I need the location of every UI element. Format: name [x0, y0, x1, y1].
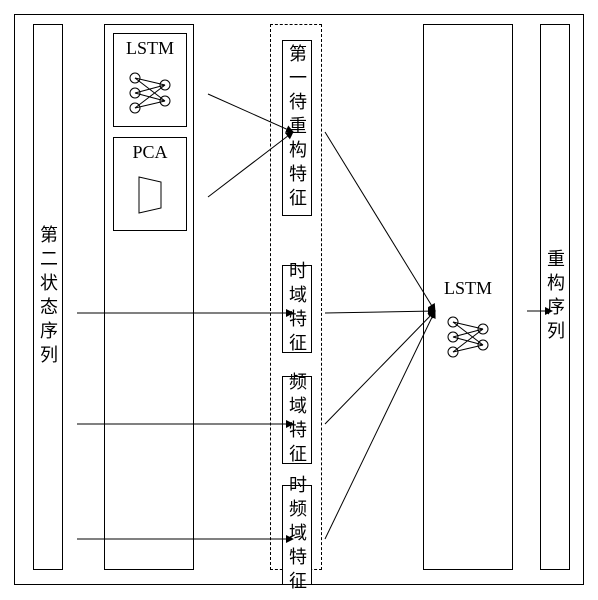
features-col: 第一待重构特征 时域特征 频域特征 时频域特征 [270, 24, 322, 570]
diagram-frame: 第二状态序列 LSTM PCA 第 [14, 14, 584, 585]
output-sequence-label: 重构序列 [542, 249, 568, 345]
feature-box-1: 第一待重构特征 [282, 40, 312, 216]
feature-2-label: 时域特征 [284, 261, 310, 357]
nn-icon-2 [447, 312, 491, 362]
pca-encoder-box: PCA [113, 137, 187, 231]
input-sequence-col: 第二状态序列 [33, 24, 63, 570]
feature-4-label: 时频域特征 [284, 475, 310, 595]
feature-3-label: 频域特征 [284, 372, 310, 468]
lstm-encoder-label: LSTM [114, 38, 186, 59]
output-sequence-col: 重构序列 [540, 24, 570, 570]
nn-icon [129, 68, 173, 118]
feature-box-4: 时频域特征 [282, 485, 312, 585]
feature-box-2: 时域特征 [282, 265, 312, 353]
lstm-encoder-box: LSTM [113, 33, 187, 127]
pca-encoder-label: PCA [114, 142, 186, 163]
lstm-decoder-label: LSTM [424, 278, 512, 299]
encoders-col: LSTM PCA [104, 24, 194, 570]
feature-1-label: 第一待重构特征 [284, 44, 310, 212]
lstm-decoder-col: LSTM [423, 24, 513, 570]
input-sequence-label: 第二状态序列 [35, 225, 61, 369]
pca-trapezoid-icon [131, 174, 171, 218]
feature-box-3: 频域特征 [282, 376, 312, 464]
